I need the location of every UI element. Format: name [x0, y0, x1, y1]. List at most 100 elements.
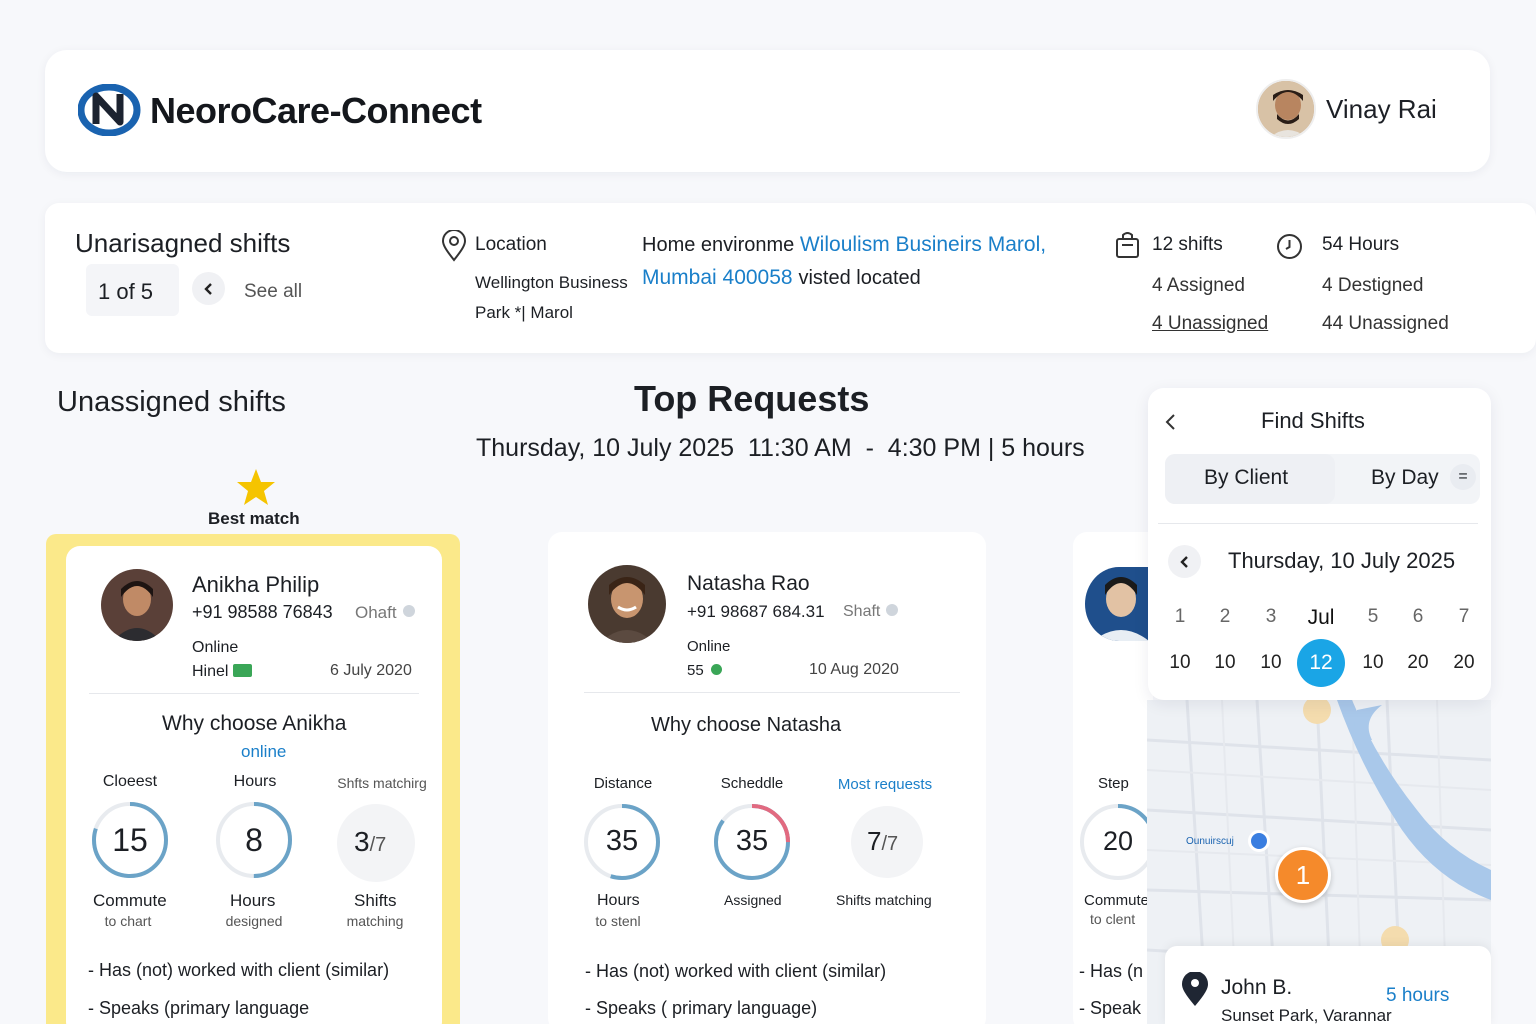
candidate-status: Online — [192, 639, 239, 656]
map-marker-icon[interactable] — [1248, 830, 1270, 852]
ring-accent — [714, 804, 790, 880]
online-tag: online — [241, 742, 287, 761]
user-avatar-image — [1258, 81, 1314, 137]
prev-date-button[interactable] — [1168, 545, 1201, 578]
reason-bullet: - Has (not) worked with client (similar) — [585, 961, 887, 981]
hours-unassigned: 44 Unassigned — [1322, 313, 1449, 334]
metric-ring — [337, 804, 415, 882]
home-environment: Home environme Wiloulism Busineirs Marol… — [642, 233, 1047, 256]
metric-value: 15 — [112, 822, 148, 858]
metric-sub: Hours — [230, 891, 276, 910]
neoro-logo-icon — [78, 84, 141, 136]
tab-by-client[interactable] — [1165, 454, 1335, 504]
card-divider — [89, 693, 419, 694]
metric-ring — [714, 804, 790, 880]
metric-sub: Assigned — [724, 892, 782, 908]
calendar-date[interactable]: 10 — [1260, 652, 1282, 673]
clock-icon — [1277, 234, 1302, 259]
reason-bullet: - Has (n — [1079, 961, 1144, 981]
ring-progress — [92, 802, 168, 878]
calendar-day-label: Jul — [1307, 606, 1335, 629]
home-address-link[interactable]: Wiloulism Busineirs Marol, — [799, 233, 1047, 256]
filter-icon[interactable]: = — [1450, 464, 1476, 490]
bag-icon — [1116, 232, 1139, 258]
home-environment-line2: Mumbai 400058 visted located — [642, 266, 921, 289]
metric-value: 20 — [1102, 826, 1134, 856]
user-avatar[interactable] — [1256, 79, 1316, 139]
ring-progress — [216, 802, 292, 878]
calendar-date[interactable]: 10 — [1362, 652, 1384, 673]
metric-label: Distance — [593, 775, 653, 792]
status-dot-icon — [711, 664, 722, 675]
metric-ring — [851, 806, 923, 878]
brand-name: NeoroCare-Connect — [150, 90, 482, 131]
hours-designed: 4 Destigned — [1322, 275, 1424, 296]
reason-bullet: - Speak — [1079, 998, 1142, 1018]
metric-sub: to clent — [1090, 911, 1136, 927]
selected-date: Thursday, 10 July 2025 — [1228, 548, 1456, 573]
metric-sub: designed — [225, 913, 283, 929]
avatar — [588, 565, 666, 643]
metric-label: Hours — [233, 773, 277, 790]
top-header — [45, 50, 1490, 172]
calendar-date[interactable]: 10 — [1214, 652, 1236, 673]
metric-ring — [216, 802, 292, 878]
avatar — [101, 569, 173, 641]
metric-value: 8 — [245, 822, 263, 858]
metric-ring — [584, 804, 660, 880]
third-candidate-photo — [1085, 567, 1153, 641]
location-label: Location — [475, 234, 547, 255]
calendar-day-label: 1 — [1174, 606, 1186, 627]
home-postcode-link[interactable]: Mumbai 400058 — [642, 266, 793, 289]
see-all-link[interactable]: See all — [244, 281, 303, 302]
shift-date-line: Thursday, 10 July 2025 11:30 AM - 4:30 P… — [476, 434, 1085, 462]
tab-by-client-label[interactable]: By Client — [1204, 466, 1289, 489]
calendar-day-label: 7 — [1458, 606, 1470, 627]
metric-value: 3/7 — [354, 826, 387, 857]
metric-label: Most requests — [837, 776, 933, 793]
metric-sub: to stenl — [595, 913, 641, 929]
metric-sub: Commute — [93, 891, 167, 910]
candidate-name: Anikha Philip — [192, 572, 320, 597]
user-name[interactable]: Vinay Rai — [1326, 94, 1437, 124]
shifts-unassigned-link[interactable]: 4 Unassigned — [1152, 313, 1269, 334]
location-line2: Park *| Marol — [475, 303, 573, 322]
calendar-day-label: 6 — [1412, 606, 1424, 627]
candidate-extra: 55 — [687, 662, 704, 679]
calendar-day-label: 3 — [1265, 606, 1277, 627]
metric-label: Cloeest — [102, 773, 158, 790]
map-pin-cluster[interactable]: 1 — [1275, 847, 1331, 903]
prev-shift-button[interactable] — [192, 272, 225, 305]
ring-progress — [584, 804, 660, 880]
calendar-date-selected[interactable]: 12 — [1297, 639, 1345, 687]
client-card[interactable] — [1165, 946, 1491, 1024]
tab-by-day[interactable]: By Day — [1371, 466, 1439, 489]
metric-sub: Shifts matching — [836, 892, 932, 908]
shift-tag: Ohaft — [355, 603, 397, 622]
why-choose-title: Why choose Natasha — [651, 714, 842, 736]
hours-total: 54 Hours — [1322, 234, 1400, 255]
metric-value: 35 — [735, 825, 769, 857]
pager-text: 1 of 5 — [98, 279, 154, 304]
candidate-extra: Hinel — [192, 663, 229, 680]
candidate-status: Online — [687, 638, 731, 655]
reason-bullet: - Speaks ( primary language) — [585, 998, 818, 1018]
location-pin-icon — [441, 230, 467, 262]
natasha-photo — [588, 565, 666, 643]
calendar-date[interactable]: 20 — [1453, 652, 1475, 673]
map-place-label: Ounuirscuj — [1186, 836, 1234, 847]
anikha-photo — [101, 569, 173, 641]
chevron-left-icon — [1179, 555, 1188, 568]
candidate-phone: +91 98687 684.31 — [687, 602, 825, 621]
star-icon — [237, 469, 275, 505]
calendar-date[interactable]: 10 — [1169, 652, 1191, 673]
panel-divider — [1158, 523, 1478, 524]
reason-bullet: - Speaks (primary language — [88, 998, 310, 1018]
back-chevron-icon[interactable] — [1164, 413, 1178, 431]
metric-sub: Shifts — [354, 891, 397, 910]
best-match-label: Best match — [208, 509, 300, 528]
client-name: John B. — [1221, 976, 1293, 999]
card-divider — [584, 692, 960, 693]
calendar-date[interactable]: 20 — [1407, 652, 1429, 673]
metric-label: Step — [1098, 775, 1129, 792]
